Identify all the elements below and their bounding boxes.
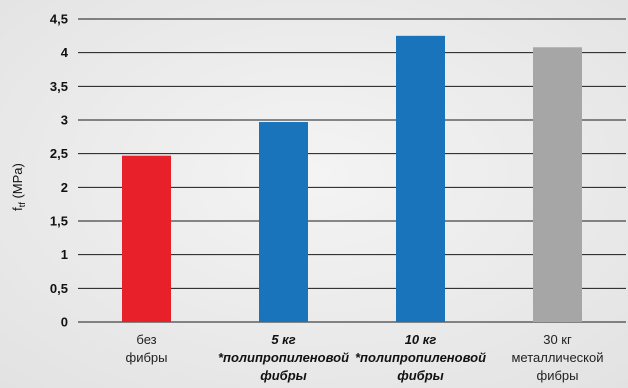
y-tick-label: 1 [61, 247, 68, 262]
bar [533, 47, 582, 322]
x-tick-label: без фибры [126, 332, 168, 365]
x-tick-label: 10 кг *полипропиленовой фибры [355, 332, 486, 383]
bar [396, 35, 445, 322]
x-tick-label: 30 кг металлической фибры [511, 332, 603, 383]
y-tick-label: 4 [61, 45, 69, 60]
y-tick-label: 0,5 [50, 281, 68, 296]
y-axis-label: ftf (MPa) [10, 163, 27, 211]
x-tick-label: 5 кг *полипропиленовой фибры [218, 332, 349, 383]
y-tick-label: 3 [61, 113, 68, 128]
y-tick-label: 0 [61, 315, 68, 330]
bar [259, 122, 308, 323]
y-tick-label: 4,5 [50, 12, 68, 27]
y-tick-label: 2 [61, 180, 68, 195]
y-tick-label: 3,5 [50, 79, 68, 94]
y-tick-label: 1,5 [50, 214, 68, 229]
y-tick-label: 2,5 [50, 146, 68, 161]
bar [122, 155, 171, 322]
